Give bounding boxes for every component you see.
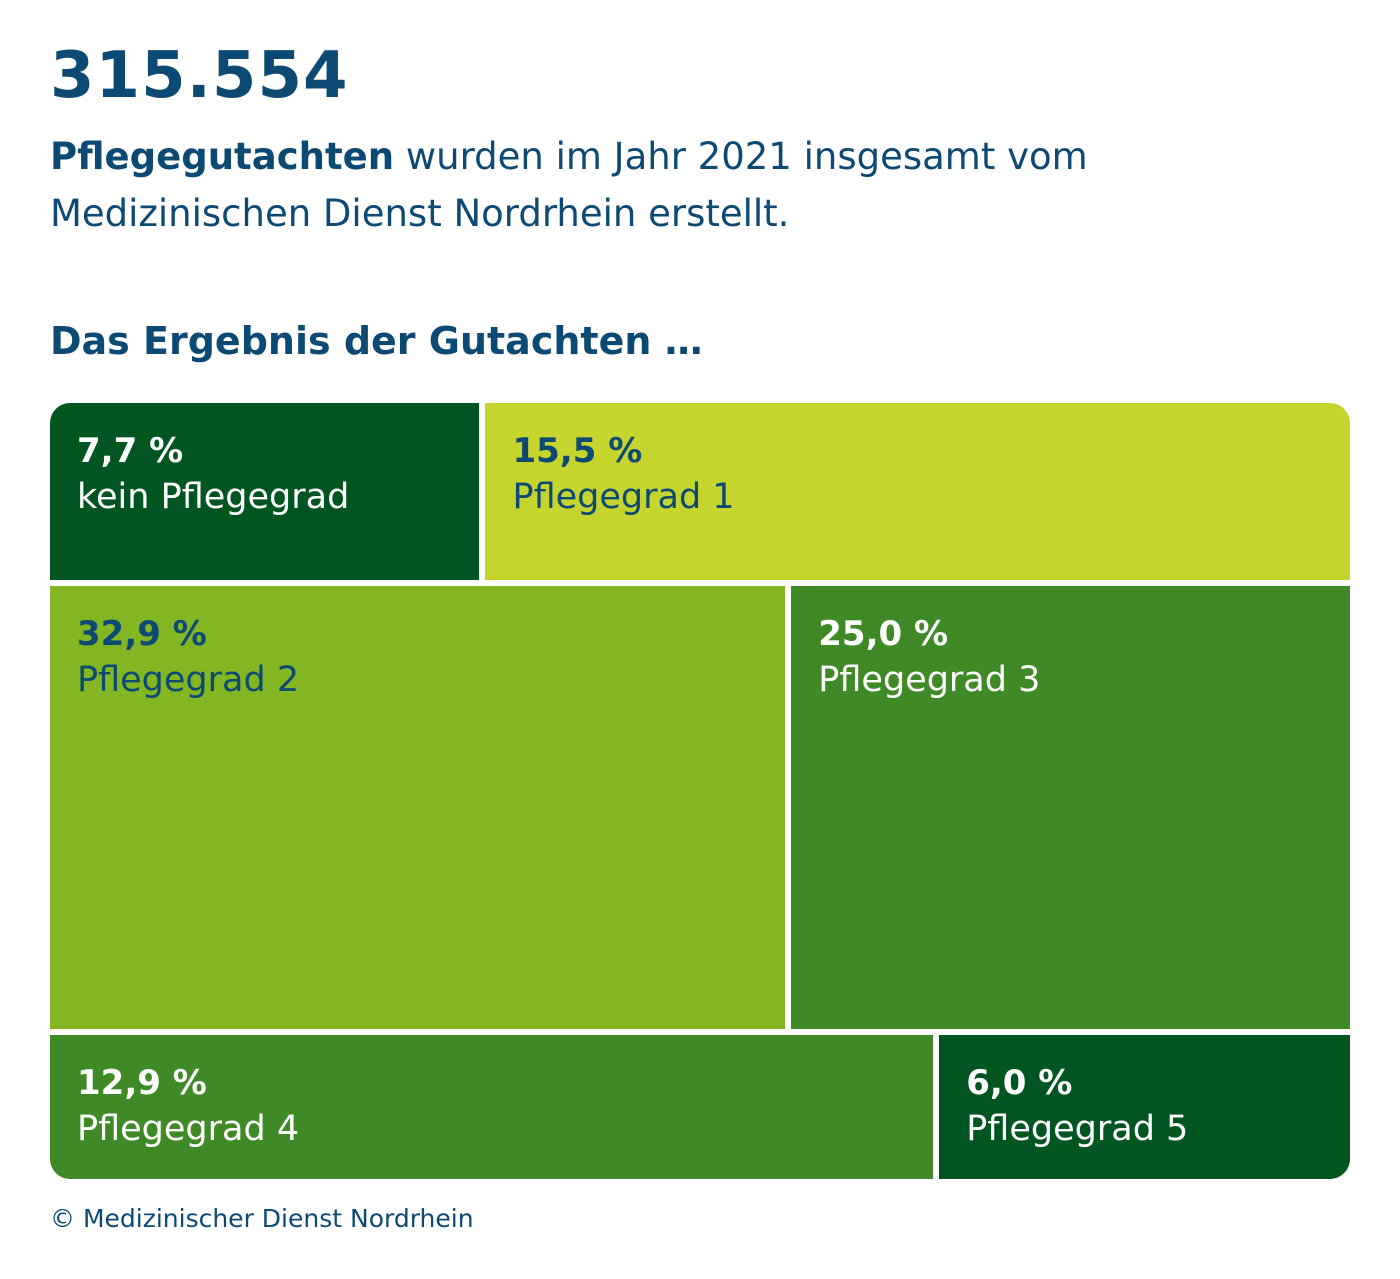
treemap-chart: 7,7 % kein Pflegegrad 15,5 % Pflegegrad 1 32… <box>50 403 1350 1179</box>
tile-category-label: Pflegegrad 2 <box>77 660 300 701</box>
tile-percent-label: 7,7 % <box>77 431 184 471</box>
tile-percent-label: 15,5 % <box>512 431 643 471</box>
treemap-tile-2-1: 6,0 % Pflegegrad 5 <box>939 1034 1350 1179</box>
treemap-tile-0-1: 15,5 % Pflegegrad 1 <box>485 403 1350 581</box>
tile-percent-label: 12,9 % <box>77 1062 207 1103</box>
headline-bold-text: Pflegegutachten <box>50 135 395 178</box>
treemap-tile-1-0: 32,9 % Pflegegrad 2 <box>50 586 786 1029</box>
headline-text-line2: Medizinischen Dienst Nordrhein erstellt. <box>50 192 790 235</box>
tile-category-label: kein Pflegegrad <box>77 477 350 517</box>
chart-title: Das Ergebnis der Gutachten … <box>50 319 703 363</box>
headline-number: 315.554 <box>50 39 349 113</box>
tile-category-label: Pflegegrad 1 <box>512 477 735 517</box>
tile-percent-label: 6,0 % <box>966 1062 1073 1103</box>
tile-category-label: Pflegegrad 4 <box>77 1108 300 1149</box>
treemap-tile-2-0: 12,9 % Pflegegrad 4 <box>50 1034 934 1179</box>
treemap-tile-1-1: 25,0 % Pflegegrad 3 <box>791 586 1350 1029</box>
tile-category-label: Pflegegrad 3 <box>818 660 1041 701</box>
tile-percent-label: 25,0 % <box>818 614 949 655</box>
treemap-tile-0-0: 7,7 % kein Pflegegrad <box>50 403 480 581</box>
tile-percent-label: 32,9 % <box>77 614 207 655</box>
headline-text: Pflegegutachten wurden im Jahr 2021 insg… <box>50 128 1250 242</box>
copyright-notice: © Medizinischer Dienst Nordrhein <box>50 1204 474 1233</box>
headline-text-line1: wurden im Jahr 2021 insgesamt vom <box>394 135 1088 178</box>
tile-category-label: Pflegegrad 5 <box>966 1108 1189 1149</box>
